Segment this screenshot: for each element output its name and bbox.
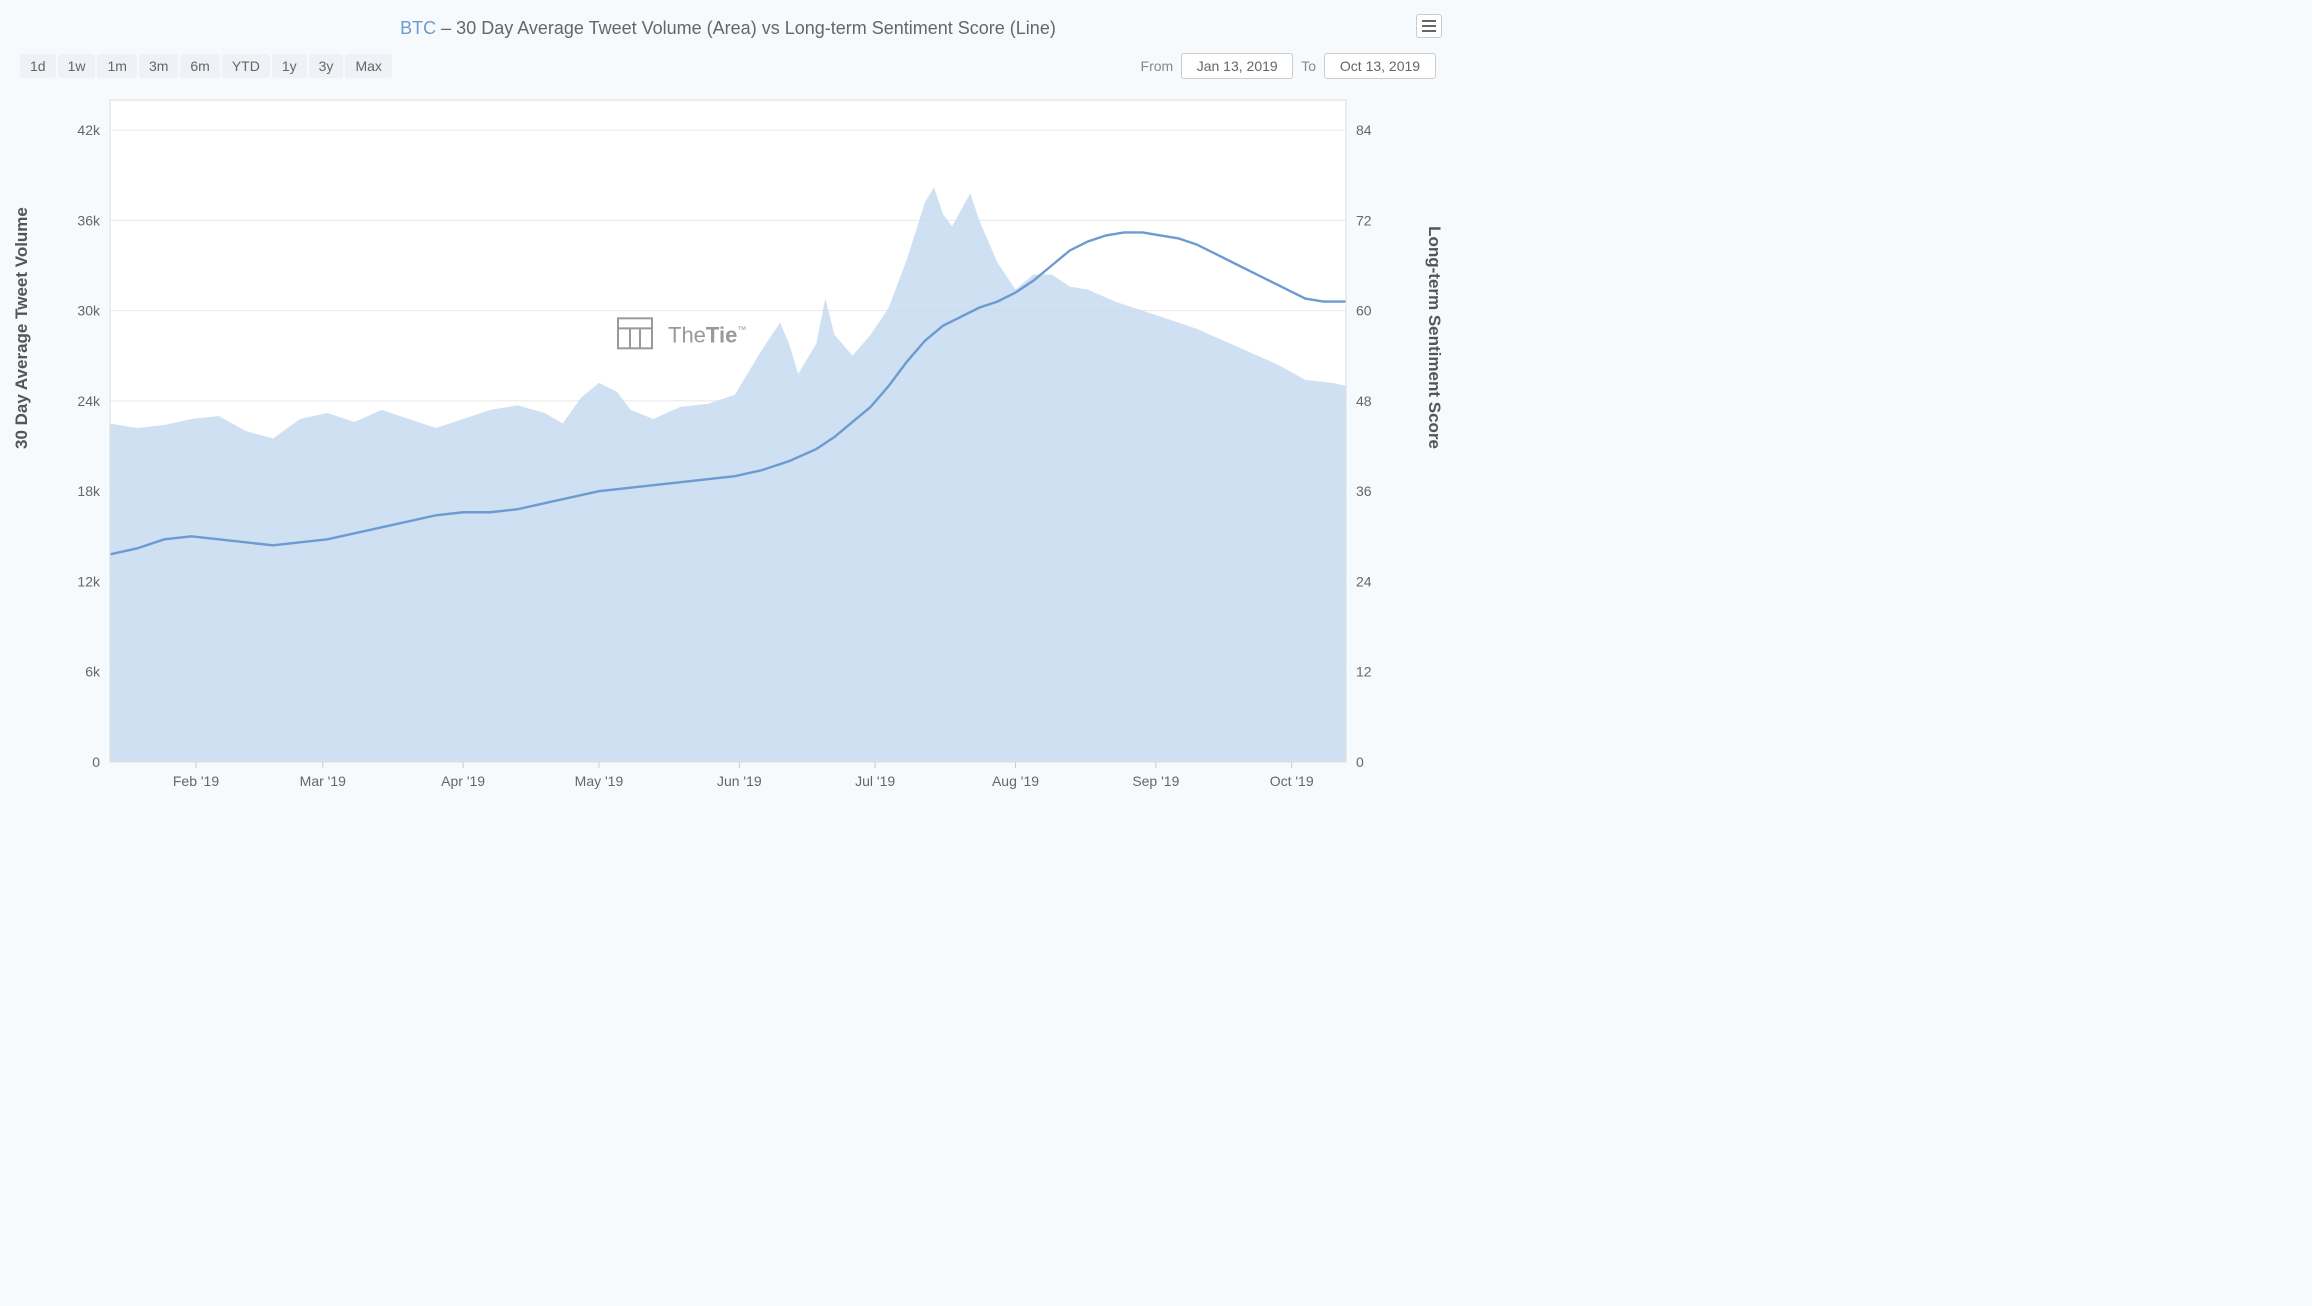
svg-text:Sep '19: Sep '19	[1132, 773, 1179, 789]
svg-text:Jun '19: Jun '19	[717, 773, 762, 789]
svg-text:Jul '19: Jul '19	[855, 773, 895, 789]
chart-menu-button[interactable]	[1416, 14, 1442, 38]
svg-text:Oct '19: Oct '19	[1270, 773, 1314, 789]
svg-text:60: 60	[1356, 303, 1372, 319]
svg-text:Aug '19: Aug '19	[992, 773, 1039, 789]
svg-text:30k: 30k	[77, 303, 101, 319]
range-max[interactable]: Max	[345, 54, 391, 78]
chart-svg: 0 6k 12k 18k 24k 30k 36k 42k 0 12 24 36 48 60 72 84 Feb …	[20, 92, 1436, 804]
svg-text:Mar '19: Mar '19	[300, 773, 346, 789]
svg-text:72: 72	[1356, 212, 1372, 228]
range-1d[interactable]: 1d	[20, 54, 56, 78]
svg-text:18k: 18k	[77, 483, 101, 499]
svg-text:May '19: May '19	[575, 773, 624, 789]
y-axis-right-title: Long-term Sentiment Score	[1424, 226, 1444, 449]
svg-text:Apr '19: Apr '19	[441, 773, 485, 789]
range-1y[interactable]: 1y	[272, 54, 307, 78]
range-3m[interactable]: 3m	[139, 54, 178, 78]
toolbar: 1d1w1m3m6mYTD1y3yMax From Jan 13, 2019 T…	[0, 39, 1456, 85]
range-6m[interactable]: 6m	[180, 54, 219, 78]
svg-text:0: 0	[1356, 754, 1364, 770]
date-from-label: From	[1141, 58, 1174, 74]
range-1w[interactable]: 1w	[58, 54, 96, 78]
range-selector: 1d1w1m3m6mYTD1y3yMax	[20, 54, 394, 78]
date-to-label: To	[1301, 58, 1316, 74]
date-to-input[interactable]: Oct 13, 2019	[1324, 53, 1436, 79]
svg-text:12: 12	[1356, 664, 1372, 680]
svg-text:36: 36	[1356, 483, 1372, 499]
svg-text:Feb '19: Feb '19	[173, 773, 219, 789]
title-rest: – 30 Day Average Tweet Volume (Area) vs …	[436, 18, 1056, 38]
y-axis-left-title: 30 Day Average Tweet Volume	[12, 207, 32, 449]
chart-title: BTC – 30 Day Average Tweet Volume (Area)…	[0, 0, 1456, 39]
chart-area: 30 Day Average Tweet Volume Long-term Se…	[20, 92, 1436, 805]
svg-text:42k: 42k	[77, 122, 101, 138]
svg-text:36k: 36k	[77, 212, 101, 228]
range-ytd[interactable]: YTD	[222, 54, 270, 78]
svg-text:24k: 24k	[77, 393, 101, 409]
date-range-control: From Jan 13, 2019 To Oct 13, 2019	[1141, 53, 1436, 79]
svg-text:84: 84	[1356, 122, 1372, 138]
title-symbol: BTC	[400, 18, 436, 38]
svg-text:6k: 6k	[85, 664, 101, 680]
range-1m[interactable]: 1m	[97, 54, 136, 78]
svg-text:0: 0	[92, 754, 100, 770]
date-from-input[interactable]: Jan 13, 2019	[1181, 53, 1293, 79]
svg-text:24: 24	[1356, 573, 1372, 589]
svg-text:12k: 12k	[77, 573, 101, 589]
svg-text:48: 48	[1356, 393, 1372, 409]
svg-text:TheTie™: TheTie™	[668, 322, 746, 347]
range-3y[interactable]: 3y	[309, 54, 344, 78]
